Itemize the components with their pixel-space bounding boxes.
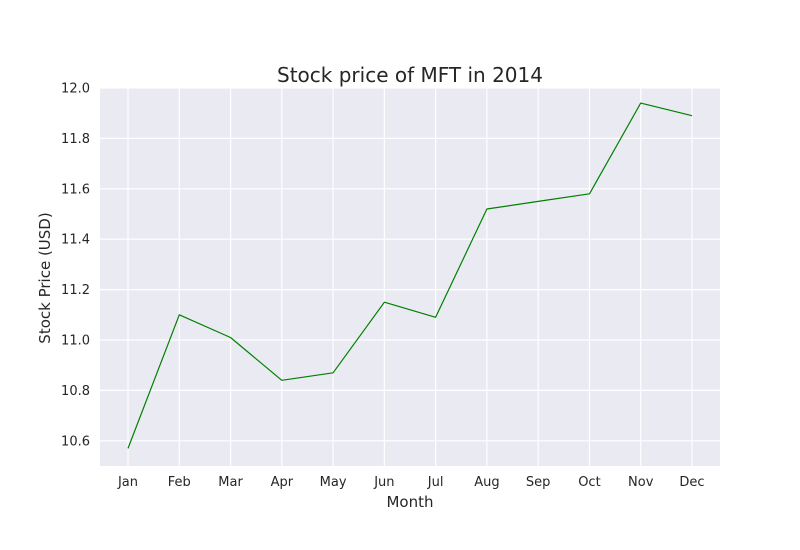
y-axis-ticks: 10.6 10.8 11.0 11.2 11.4 11.6 11.8 12.0 [61,82,90,450]
y-tick-label: 10.6 [61,434,90,449]
series-line [127,102,693,449]
x-tick-label: Mar [218,475,243,490]
y-tick-label: 10.8 [61,384,90,399]
y-tick-label: 11.0 [61,334,90,349]
x-tick-label: Jan [117,475,138,490]
x-tick-label: Nov [628,475,654,490]
y-tick-label: 11.2 [61,283,90,298]
x-axis-ticks: Jan Feb Mar Apr May Jun Jul Aug Sep Oct Nov Dec [117,475,705,490]
y-tick-label: 12.0 [61,82,90,97]
grid-lines [100,87,720,466]
chart-title: Stock price of MFT in 2014 [277,63,543,87]
x-tick-label: Apr [271,475,294,490]
x-tick-label: Jun [373,475,394,490]
x-tick-label: Jul [427,475,444,490]
y-tick-label: 11.4 [61,233,90,248]
x-tick-label: Aug [474,475,499,490]
y-tick-label: 11.8 [61,132,90,147]
x-tick-label: May [320,475,347,490]
x-axis-label: Month [386,493,433,511]
plot-area [100,88,720,466]
x-tick-label: Feb [168,475,191,490]
y-axis-label: Stock Price (USD) [36,212,54,343]
y-tick-label: 11.6 [61,182,90,197]
x-tick-label: Oct [578,475,600,490]
x-tick-label: Sep [526,475,551,490]
x-tick-label: Dec [679,475,704,490]
